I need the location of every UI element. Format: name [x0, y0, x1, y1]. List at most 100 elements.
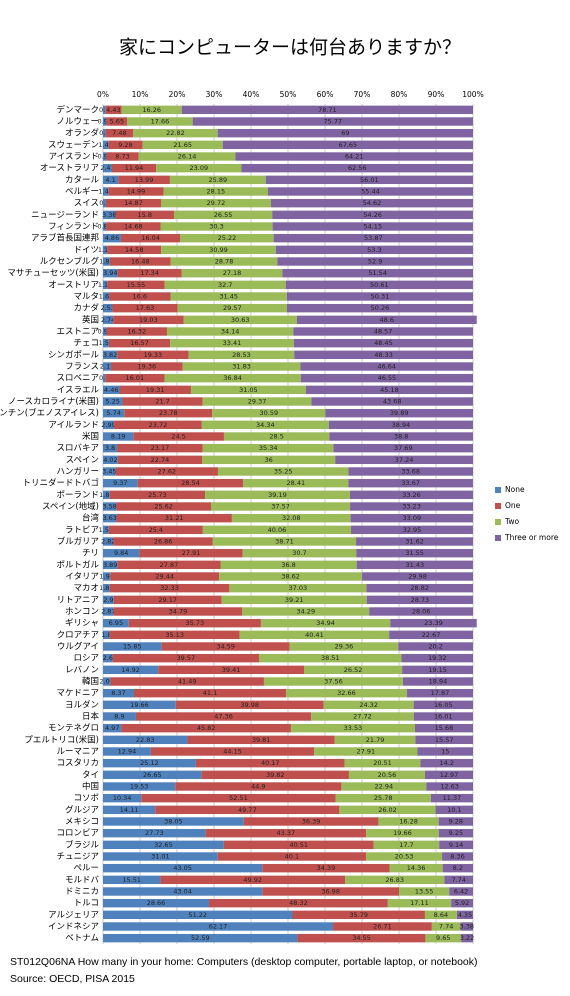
y-tick-label: アイルランド [48, 420, 99, 430]
bar-segment [181, 268, 283, 278]
data-label: 2.87 [101, 608, 115, 616]
bar-segment [201, 770, 349, 780]
bar-segment [272, 210, 473, 220]
data-label: 32.33 [160, 584, 179, 592]
bar-segment [103, 922, 334, 931]
data-label: 2.17 [100, 363, 114, 371]
bar-segment [187, 735, 335, 745]
bar-segment [114, 420, 202, 430]
data-label: 20.53 [395, 853, 414, 861]
data-label: 39.21 [285, 596, 304, 604]
data-label: 23.72 [149, 421, 168, 429]
bar-segment [431, 922, 461, 931]
x-tick-label: 90% [428, 90, 445, 99]
data-label: 55.44 [361, 188, 380, 196]
data-label: 21.7 [155, 398, 169, 406]
bar-segment [164, 280, 286, 290]
x-tick-label: 70% [354, 90, 371, 99]
data-label: 22.74 [151, 456, 170, 464]
bar-segment [103, 560, 118, 570]
bar-segment [425, 933, 462, 943]
data-label: 48.32 [289, 899, 308, 907]
y-tick-label: カタール [65, 175, 100, 185]
data-label: 43.05 [173, 864, 192, 872]
bar-segment [103, 373, 106, 383]
data-label: 40.1 [285, 853, 299, 861]
bar-segment [223, 432, 330, 441]
data-label: 1.83 [99, 491, 113, 499]
data-label: 52.9 [368, 258, 382, 266]
data-label: 35.25 [274, 468, 293, 476]
y-tick-label: スイス [74, 199, 99, 209]
x-tick-label: 30% [206, 90, 223, 99]
bar-segment [128, 618, 261, 628]
bar-segment [349, 490, 474, 500]
data-label: 1.96 [99, 573, 113, 581]
bar-segment [107, 245, 162, 255]
data-label: 15.68 [435, 724, 454, 732]
bar-segment [103, 292, 110, 301]
bar-segment [103, 700, 176, 710]
data-label: 34.59 [216, 643, 235, 651]
data-label: 22.67 [422, 631, 441, 639]
bar-segment [282, 268, 473, 278]
y-tick-label: ホンコン [65, 607, 99, 617]
bar-segment [113, 315, 184, 325]
y-tick-label: アルジェリア [48, 910, 99, 920]
bar-segment [190, 385, 306, 395]
bar-segment [116, 502, 212, 511]
bar-segment [270, 198, 474, 208]
data-label: 0.92 [97, 153, 111, 161]
data-label: 1.13 [98, 246, 112, 254]
data-label: 25.12 [140, 759, 159, 767]
bar-segment [362, 572, 473, 581]
y-tick-label: リトアニア [57, 595, 99, 605]
bar-segment [103, 910, 293, 920]
data-label: 33.09 [403, 514, 422, 522]
y-tick-label: ペルー [73, 864, 99, 874]
y-tick-label: スロバキア [56, 444, 99, 454]
data-label: 22.83 [136, 736, 155, 744]
bar-segment [103, 723, 122, 733]
bar-segment [103, 432, 134, 441]
bar-segment [241, 163, 473, 173]
bar-segment [348, 478, 473, 488]
bar-segment [109, 257, 171, 266]
bar-segment [221, 595, 367, 605]
bar-segment [292, 910, 425, 920]
bar-segment [311, 712, 414, 721]
y-tick-label: ルクセンブルグ [40, 256, 100, 267]
bar-segment [111, 163, 157, 173]
data-label: 7.48 [112, 129, 126, 137]
data-label: 16.26 [142, 106, 161, 114]
data-label: 32.7 [218, 281, 232, 289]
bar-segment [103, 315, 114, 325]
legend-label: One [505, 501, 521, 510]
bar-segment [103, 128, 106, 138]
bar-segment [103, 513, 117, 523]
bar-segment [202, 397, 312, 406]
data-label: 35.73 [186, 619, 205, 627]
data-label: 29.37 [248, 398, 267, 406]
bar-segment [103, 350, 118, 360]
data-label: 46.55 [378, 374, 397, 382]
bar-segment [333, 443, 473, 453]
bar-segment [160, 198, 271, 208]
bar-segment [103, 198, 106, 208]
bar-segment [350, 513, 474, 523]
data-label: 11.94 [125, 164, 144, 172]
bar-segment [344, 758, 421, 768]
y-tick-label: コソボ [73, 794, 99, 804]
data-label: 44.15 [223, 748, 242, 756]
bar-segment [217, 852, 367, 861]
bar-segment [150, 747, 315, 756]
bar-segment [211, 502, 351, 511]
y-tick-label: 英国 [82, 314, 99, 325]
bar-segment [461, 933, 474, 943]
bar-segment [439, 840, 473, 850]
bar-segment [417, 747, 473, 756]
data-label: 25.78 [374, 794, 393, 802]
bar-segment [170, 257, 278, 266]
bar-segment [103, 140, 109, 150]
data-label: 4.35 [458, 911, 472, 919]
